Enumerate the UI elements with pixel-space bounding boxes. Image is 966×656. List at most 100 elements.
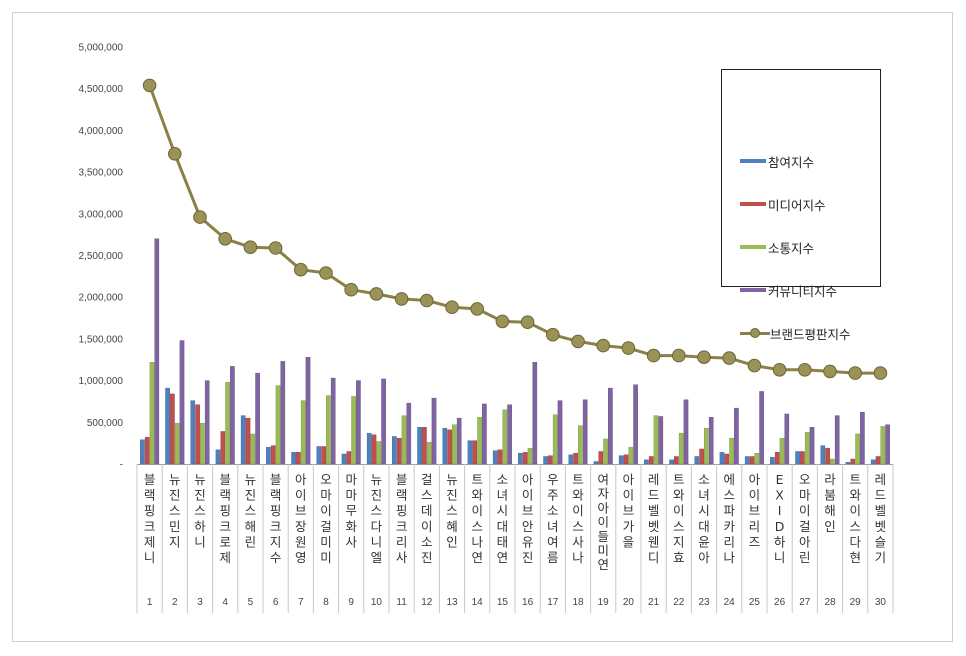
legend: 참여지수 미디어지수 소통지수 커뮤니티지수 브랜드평판지수 xyxy=(721,69,881,342)
legend-swatch-brand-reputation xyxy=(740,325,770,341)
brand-reputation-point-29 xyxy=(848,366,863,380)
rank-label-8: 8 xyxy=(323,597,329,608)
rank-label-28: 28 xyxy=(824,597,836,608)
bar-1-12 xyxy=(417,427,422,465)
y-tick-label: 1,500,000 xyxy=(79,334,124,345)
bar-4-22 xyxy=(683,399,689,465)
bar-4-16 xyxy=(532,362,538,465)
bar-4-17 xyxy=(557,400,563,465)
y-tick-label: 2,000,000 xyxy=(79,293,124,304)
bar-2-26 xyxy=(774,452,780,465)
rank-label-11: 11 xyxy=(396,597,407,608)
brand-reputation-point-23 xyxy=(697,350,711,365)
brand-reputation-point-17 xyxy=(546,327,560,342)
bar-3-24 xyxy=(729,437,734,465)
bar-3-25 xyxy=(754,452,760,465)
bar-4-26 xyxy=(784,413,790,465)
bar-2-4 xyxy=(220,431,226,465)
bar-2-3 xyxy=(195,404,200,465)
bar-4-7 xyxy=(305,357,311,465)
bar-1-17 xyxy=(543,456,548,465)
bar-4-8 xyxy=(330,377,336,465)
bar-2-12 xyxy=(422,427,427,465)
bar-1-28 xyxy=(820,445,826,465)
bar-2-17 xyxy=(548,455,553,465)
bar-3-17 xyxy=(552,414,558,465)
bar-1-10 xyxy=(366,432,372,465)
bar-4-25 xyxy=(759,391,764,465)
brand-reputation-point-14 xyxy=(470,302,485,316)
bar-2-23 xyxy=(699,448,704,465)
bar-1-5 xyxy=(240,415,246,465)
brand-reputation-point-15 xyxy=(495,314,510,329)
brand-reputation-point-21 xyxy=(646,348,661,363)
rank-label-20: 20 xyxy=(623,597,635,608)
y-tick-label: 4,500,000 xyxy=(79,84,124,95)
bar-3-20 xyxy=(628,447,634,465)
chart-frame xyxy=(12,12,953,642)
rank-label-4: 4 xyxy=(222,597,228,608)
bar-3-5 xyxy=(250,433,256,465)
bar-3-21 xyxy=(653,415,659,465)
legend-item-communication: 소통지수 xyxy=(740,239,815,256)
bar-3-28 xyxy=(830,458,835,465)
bar-1-15 xyxy=(492,450,498,465)
bar-2-5 xyxy=(245,417,251,465)
brand-reputation-point-13 xyxy=(445,300,459,315)
bar-4-10 xyxy=(381,378,386,465)
bar-4-28 xyxy=(834,415,840,465)
bar-2-21 xyxy=(648,456,654,465)
brand-reputation-point-19 xyxy=(596,338,611,353)
bar-1-16 xyxy=(518,452,523,465)
rank-label-19: 19 xyxy=(598,597,610,608)
bar-4-30 xyxy=(885,424,890,465)
bar-1-6 xyxy=(266,447,271,465)
legend-label-participation: 참여지수 xyxy=(768,154,815,170)
bar-2-18 xyxy=(573,452,578,465)
rank-label-25: 25 xyxy=(749,597,761,608)
bar-1-20 xyxy=(618,455,624,465)
legend-swatch-media xyxy=(740,202,766,206)
bar-2-8 xyxy=(321,446,326,465)
rank-label-13: 13 xyxy=(446,597,458,608)
bar-1-14 xyxy=(467,440,473,465)
legend-swatch-community xyxy=(740,288,766,292)
brand-reputation-point-3 xyxy=(193,210,207,224)
bar-2-6 xyxy=(270,445,276,465)
rank-label-16: 16 xyxy=(522,597,534,608)
brand-reputation-point-20 xyxy=(621,341,636,355)
bar-1-9 xyxy=(341,453,347,465)
rank-label-7: 7 xyxy=(298,597,304,608)
brand-reputation-point-2 xyxy=(168,147,182,161)
y-tick-label: 3,000,000 xyxy=(79,209,124,220)
legend-label-communication: 소통지수 xyxy=(768,240,815,256)
y-axis: - 500,000 1,000,000 1,500,000 2,000,000 2,500… xyxy=(79,43,124,471)
bar-1-1 xyxy=(140,439,145,465)
bar-4-3 xyxy=(204,380,210,465)
bar-3-3 xyxy=(200,422,205,465)
rank-label-15: 15 xyxy=(497,597,509,608)
bar-2-20 xyxy=(623,454,629,465)
bar-1-3 xyxy=(190,400,196,465)
bar-3-6 xyxy=(275,385,281,465)
bar-series xyxy=(140,238,890,465)
bar-4-9 xyxy=(356,380,361,465)
bar-1-13 xyxy=(442,427,448,465)
brand-reputation-point-30 xyxy=(873,366,888,380)
rank-label-29: 29 xyxy=(850,597,862,608)
